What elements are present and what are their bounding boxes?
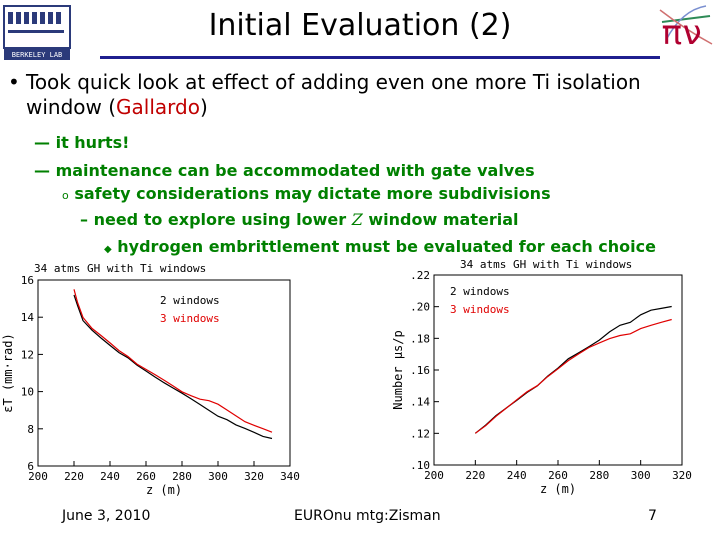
x-tick-label: 340 <box>280 470 300 483</box>
sub-item-lower-z: – need to explore using lower Z window m… <box>80 210 519 229</box>
x-tick-label: 240 <box>100 470 120 483</box>
legend-entry-1: 3 windows <box>160 312 220 325</box>
footer-date: June 3, 2010 <box>62 508 151 524</box>
sub-item-hydrogen: ◆ hydrogen embrittlement must be evaluat… <box>104 237 656 256</box>
footer-conference: EUROnu mtg:Zisman <box>294 508 441 524</box>
sub-item-maintenance: — maintenance can be accommodated with g… <box>34 161 535 180</box>
y-tick-label: .14 <box>410 396 430 409</box>
y-tick-label: .20 <box>410 301 430 314</box>
legend-entry-0: 2 windows <box>450 285 510 298</box>
chart-title: 34 atms GH with Ti windows <box>460 258 632 271</box>
slide-title: Initial Evaluation (2) <box>208 8 512 43</box>
x-tick-label: 320 <box>244 470 264 483</box>
x-tick-label: 260 <box>548 469 568 482</box>
y-axis-label: Number μs/p <box>391 330 405 409</box>
pi-nu-symbol: πν <box>662 13 703 52</box>
y-tick-label: .18 <box>410 332 430 345</box>
y-tick-label: .10 <box>410 459 430 472</box>
x-tick-label: 280 <box>172 470 192 483</box>
y-tick-label: 16 <box>21 274 34 287</box>
legend-entry-0: 2 windows <box>160 294 220 307</box>
bullet-marker: • <box>8 70 20 94</box>
footer-page-number: 7 <box>648 508 657 524</box>
title-underline <box>100 56 660 59</box>
x-tick-label: 200 <box>28 470 48 483</box>
series-line-1 <box>73 289 273 433</box>
x-tick-label: 300 <box>631 469 651 482</box>
x-axis-label: z (m) <box>540 482 576 496</box>
x-tick-label: 280 <box>589 469 609 482</box>
x-tick-label: 220 <box>465 469 485 482</box>
y-tick-label: 14 <box>21 311 35 324</box>
y-tick-label: 8 <box>27 423 34 436</box>
sub-item-it-hurts: — it hurts! <box>34 133 130 152</box>
x-tick-label: 300 <box>208 470 228 483</box>
y-tick-label: .16 <box>410 364 430 377</box>
pi-nu-logo: πν <box>652 0 718 53</box>
x-axis-label: z (m) <box>146 483 182 497</box>
series-line-0 <box>73 294 273 440</box>
chart-emittance: 34 atms GH with Ti windows 200 220 240 260 28… <box>0 258 300 498</box>
plot-frame <box>37 279 291 467</box>
x-tick-label: 200 <box>424 469 444 482</box>
x-tick-label: 320 <box>672 469 692 482</box>
berkeley-lab-logo-text: BERKELEY LAB <box>12 51 63 59</box>
x-tick-label: 220 <box>64 470 84 483</box>
series-line-1 <box>474 318 672 434</box>
y-tick-label: 12 <box>21 348 34 361</box>
legend-entry-1: 3 windows <box>450 303 510 316</box>
highlight-gallardo: Gallardo <box>116 95 200 119</box>
berkeley-lab-logo: BERKELEY LAB <box>2 2 74 64</box>
x-tick-label: 240 <box>507 469 527 482</box>
y-tick-label: 10 <box>21 386 34 399</box>
x-tick-label: 260 <box>136 470 156 483</box>
y-tick-label: 6 <box>27 460 34 473</box>
y-tick-label: .12 <box>410 427 430 440</box>
chart-muons-per-proton: 34 atms GH with Ti windows 200 220 240 260 28… <box>390 255 710 500</box>
y-axis-label: εT (mm·rad) <box>1 333 15 412</box>
chart-title: 34 atms GH with Ti windows <box>34 262 206 275</box>
series-line-0 <box>474 305 672 434</box>
sub-item-safety: o safety considerations may dictate more… <box>62 184 551 203</box>
main-bullet-text: Took quick look at effect of adding even… <box>26 70 641 119</box>
y-tick-label: .22 <box>410 269 430 282</box>
